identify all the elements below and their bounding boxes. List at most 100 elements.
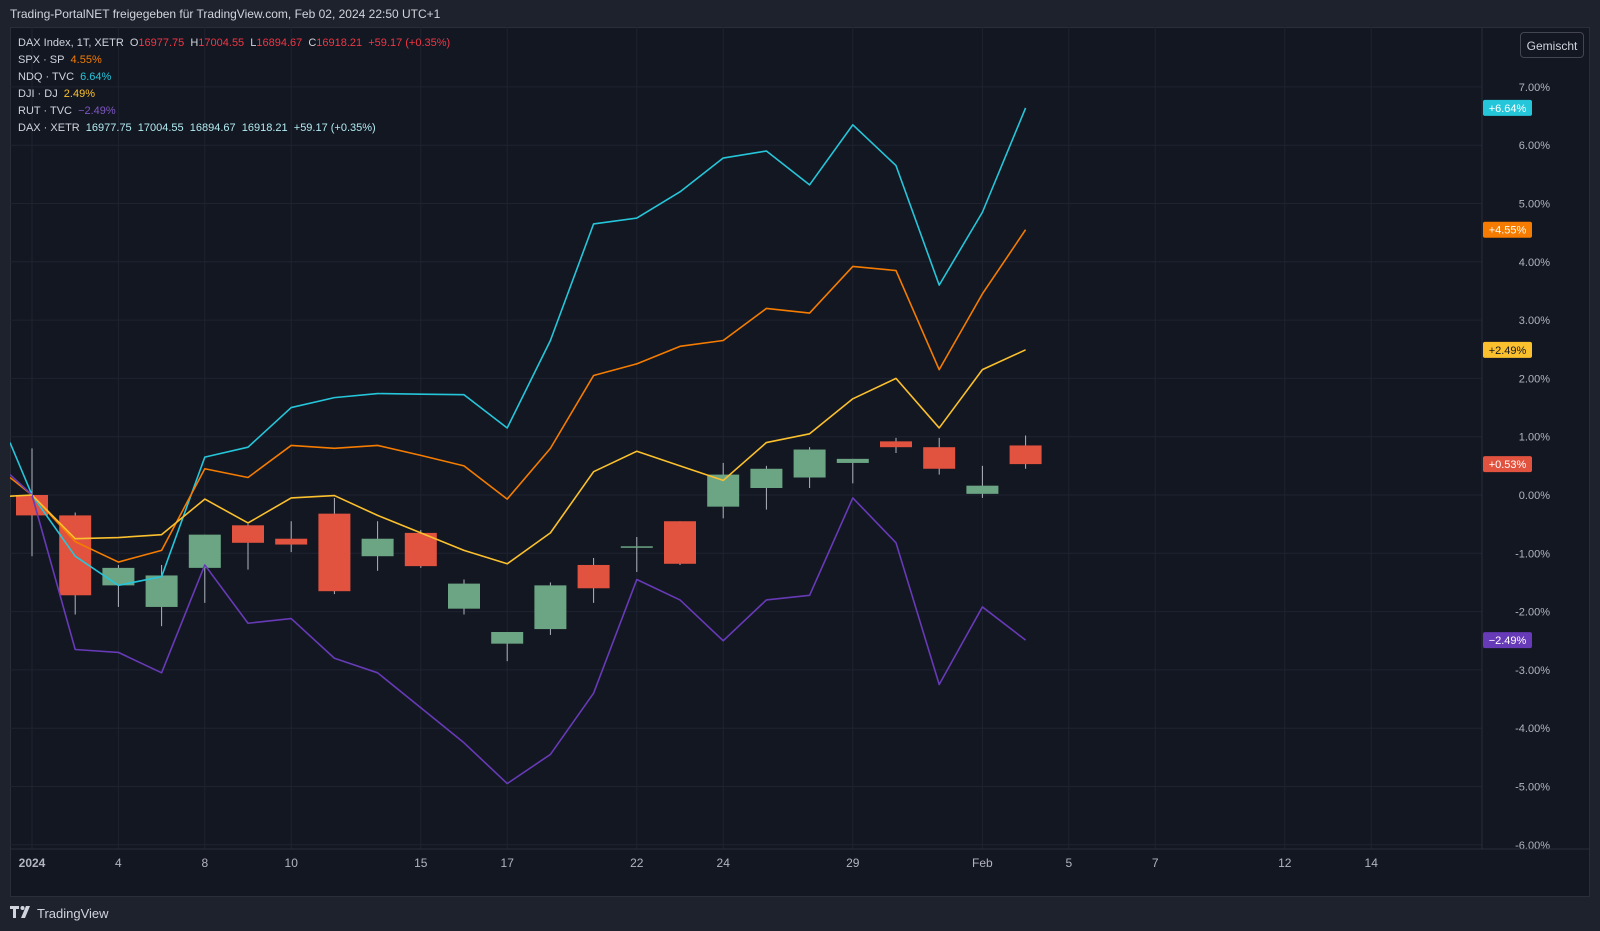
candle-body[interactable] [448, 583, 480, 609]
legend-series-value: 2.49% [63, 88, 95, 100]
series-line-rut[interactable] [31, 494, 1027, 785]
x-tick-label: 29 [846, 856, 860, 870]
x-tick-label: 4 [115, 856, 122, 870]
candle-body[interactable] [880, 441, 912, 448]
chart-legend: DAX Index, 1T, XETR O16977.75 H17004.55 … [18, 35, 453, 137]
candle-body[interactable] [318, 513, 351, 592]
legend-low-label: L [250, 37, 257, 49]
chart-header-title: Trading-PortalNET freigegeben für Tradin… [10, 7, 441, 21]
x-tick-label: 15 [414, 856, 428, 870]
legend-main-symbol: DAX Index, 1T, XETR [18, 37, 124, 49]
y-tick-label: 0.00% [1519, 490, 1550, 502]
chart-canvas[interactable]: 7.00% 6.00% 5.00% 4.00% 3.00% 2.00% 1.00% 0.00%… [10, 27, 1590, 897]
y-tick-label: 4.00% [1519, 257, 1550, 269]
series-lead-in [10, 474, 33, 496]
footer-branding[interactable]: TradingView [10, 906, 109, 921]
candle-body[interactable] [534, 585, 567, 630]
x-tick-label: 10 [285, 856, 299, 870]
legend-series-value: −2.49% [78, 105, 116, 117]
candle-body[interactable] [491, 632, 524, 644]
candle-body[interactable] [275, 538, 308, 545]
legend-close-value: 16918.21 [316, 37, 363, 49]
legend-open-value: 16977.75 [138, 37, 185, 49]
x-tick-label: 22 [630, 856, 644, 870]
price-axis-badge-label: +4.55% [1489, 225, 1527, 237]
series-line-spx[interactable] [31, 229, 1027, 563]
legend-high-value: 17004.55 [198, 37, 245, 49]
legend-row-dax[interactable]: DAX · XETR 16977.75 17004.55 16894.67 16… [18, 120, 453, 137]
legend-series-value: 4.55% [70, 54, 102, 66]
y-tick-label: -5.00% [1515, 782, 1550, 794]
legend-series-value: 16977.75 17004.55 16894.67 16918.21 +59.… [85, 122, 376, 134]
legend-low-value: 16894.67 [256, 37, 303, 49]
legend-series-value: 6.64% [80, 71, 112, 83]
y-tick-label: 7.00% [1519, 82, 1550, 94]
candle-body[interactable] [1009, 445, 1042, 465]
legend-row-rut[interactable]: RUT · TVC −2.49% [18, 103, 453, 120]
price-axis-badge-label: +0.53% [1489, 459, 1527, 471]
y-tick-label: -3.00% [1515, 665, 1550, 677]
y-tick-label: -1.00% [1515, 548, 1550, 560]
y-tick-label: -2.00% [1515, 607, 1550, 619]
price-axis-badge [1483, 341, 1532, 358]
legend-series-name: DJI · DJ [18, 88, 58, 100]
candle-body[interactable] [966, 485, 999, 494]
candle-body[interactable] [620, 546, 653, 548]
candle-body[interactable] [361, 538, 394, 557]
candle-body[interactable] [750, 468, 783, 489]
legend-series-name: SPX · SP [18, 54, 65, 66]
candle-body[interactable] [102, 567, 135, 586]
y-tick-label: -6.00% [1515, 840, 1550, 852]
x-tick-label: 7 [1152, 856, 1159, 870]
legend-change-value: +59.17 (+0.35%) [368, 37, 451, 49]
scale-mode-button[interactable]: Gemischt [1520, 32, 1584, 58]
candle-body[interactable] [793, 449, 826, 478]
legend-row-ndq[interactable]: NDQ · TVC 6.64% [18, 69, 453, 86]
y-tick-label: 6.00% [1519, 140, 1550, 152]
x-tick-label: 8 [201, 856, 208, 870]
series-line-ndq[interactable] [31, 107, 1027, 587]
candle-body[interactable] [16, 495, 48, 516]
x-tick-label: 12 [1278, 856, 1292, 870]
price-axis-badge-label: +2.49% [1489, 345, 1527, 357]
candle-body[interactable] [188, 534, 221, 568]
series-lead-in [10, 494, 33, 497]
price-axis-badge [1483, 632, 1532, 649]
price-axis-badge [1483, 221, 1532, 238]
x-tick-label: 17 [501, 856, 515, 870]
candle-body[interactable] [404, 532, 437, 567]
x-tick-label: Feb [972, 856, 993, 870]
legend-series-name: DAX · XETR [18, 122, 80, 134]
price-axis-badge-label: +6.64% [1489, 103, 1527, 115]
price-axis-badge [1483, 99, 1532, 116]
y-tick-label: -4.00% [1515, 723, 1550, 735]
candle-body[interactable] [145, 575, 178, 607]
legend-series-name: RUT · TVC [18, 105, 72, 117]
legend-close-label: C [308, 37, 317, 49]
price-axis-badge [1483, 456, 1532, 473]
legend-series-name: NDQ · TVC [18, 71, 75, 83]
legend-row-dji[interactable]: DJI · DJ 2.49% [18, 86, 453, 103]
y-tick-label: 1.00% [1519, 432, 1550, 444]
candle-body[interactable] [664, 521, 696, 564]
candle-body[interactable] [577, 564, 610, 589]
legend-high-label: H [190, 37, 199, 49]
x-tick-label: 24 [717, 856, 731, 870]
y-tick-label: 3.00% [1519, 315, 1550, 327]
candle-body[interactable] [836, 458, 869, 463]
y-tick-label: 5.00% [1519, 199, 1550, 211]
x-tick-label: 14 [1365, 856, 1379, 870]
candle-body[interactable] [923, 447, 956, 469]
x-tick-label: 2024 [19, 856, 46, 870]
candle-body[interactable] [232, 525, 264, 543]
y-tick-label: 2.00% [1519, 373, 1550, 385]
x-tick-label: 5 [1065, 856, 1072, 870]
price-axis-badge-label: −2.49% [1489, 635, 1527, 647]
footer-logo-text: TradingView [37, 906, 109, 921]
legend-open-label: O [129, 37, 139, 49]
tradingview-logo-icon [10, 906, 32, 921]
legend-row-spx[interactable]: SPX · SP 4.55% [18, 52, 453, 69]
series-lead-in [10, 442, 33, 496]
legend-main-row[interactable]: DAX Index, 1T, XETR O16977.75 H17004.55 … [18, 35, 453, 52]
series-line-dji[interactable] [31, 349, 1026, 565]
